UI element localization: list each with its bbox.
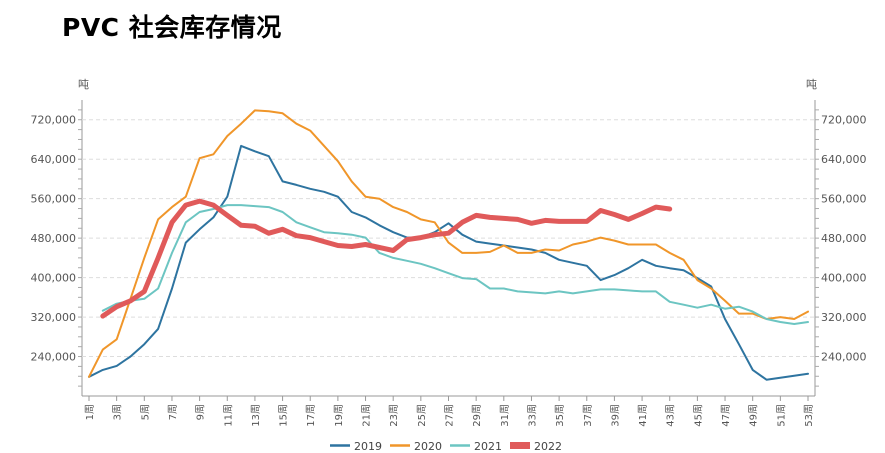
x-tick-label: 23周 [388, 404, 400, 427]
chart-title: PVC 社会库存情况 [62, 13, 282, 42]
x-tick-label: 19周 [333, 404, 345, 427]
legend-label-2021: 2021 [474, 440, 502, 453]
x-tick-label: 49周 [748, 404, 760, 427]
legend-label-2020: 2020 [414, 440, 442, 453]
x-tick-label: 1周 [84, 404, 96, 420]
y-tick-label-right: 480,000 [821, 232, 867, 245]
x-tick-label: 13周 [250, 404, 262, 427]
x-tick-label: 35周 [554, 404, 566, 427]
x-tick-label: 41周 [637, 404, 649, 427]
x-tick-label: 53周 [803, 404, 815, 427]
x-tick-label: 7周 [167, 404, 179, 420]
x-tick-label: 15周 [278, 404, 290, 427]
x-tick-label: 3周 [112, 404, 124, 420]
y-tick-label-right: 720,000 [821, 114, 867, 127]
y-tick-label-left: 400,000 [31, 272, 77, 285]
x-tick-label: 9周 [195, 404, 207, 420]
x-tick-label: 25周 [416, 404, 428, 427]
y-tick-label-right: 240,000 [821, 351, 867, 364]
legend-label-2022: 2022 [534, 440, 562, 453]
series-line-2020 [88, 109, 809, 378]
y-tick-label-left: 640,000 [31, 153, 77, 166]
x-tick-label: 47周 [720, 404, 732, 427]
x-tick-label: 37周 [582, 404, 594, 427]
x-tick-label: 33周 [526, 404, 538, 427]
y-tick-label-right: 640,000 [821, 153, 867, 166]
y-tick-label-left: 480,000 [31, 232, 77, 245]
series-line-2022 [100, 198, 673, 319]
x-tick-label: 39周 [609, 404, 621, 427]
x-tick-label: 27周 [444, 404, 456, 427]
x-tick-label: 11周 [222, 404, 234, 427]
x-tick-label: 43周 [665, 404, 677, 427]
y-tick-label-left: 240,000 [31, 351, 77, 364]
y-tick-label-left: 560,000 [31, 193, 77, 206]
y-tick-label-left: 720,000 [31, 114, 77, 127]
y-tick-label-right: 400,000 [821, 272, 867, 285]
x-tick-label: 29周 [471, 404, 483, 427]
y-tick-label-left: 320,000 [31, 311, 77, 324]
x-tick-label: 17周 [305, 404, 317, 427]
y-tick-label-right: 560,000 [821, 193, 867, 206]
y-unit-right: 吨 [806, 78, 817, 91]
legend-label-2019: 2019 [354, 440, 382, 453]
y-tick-label-right: 320,000 [821, 311, 867, 324]
y-unit-left: 吨 [78, 78, 89, 91]
series-line-2021 [101, 204, 809, 325]
legend-swatch-2022 [510, 442, 530, 449]
x-tick-label: 51周 [775, 404, 787, 427]
x-tick-label: 5周 [139, 404, 151, 420]
x-tick-label: 31周 [499, 404, 511, 427]
x-tick-label: 21周 [361, 404, 373, 427]
x-tick-label: 45周 [692, 404, 704, 427]
series-line-2019 [88, 144, 809, 381]
